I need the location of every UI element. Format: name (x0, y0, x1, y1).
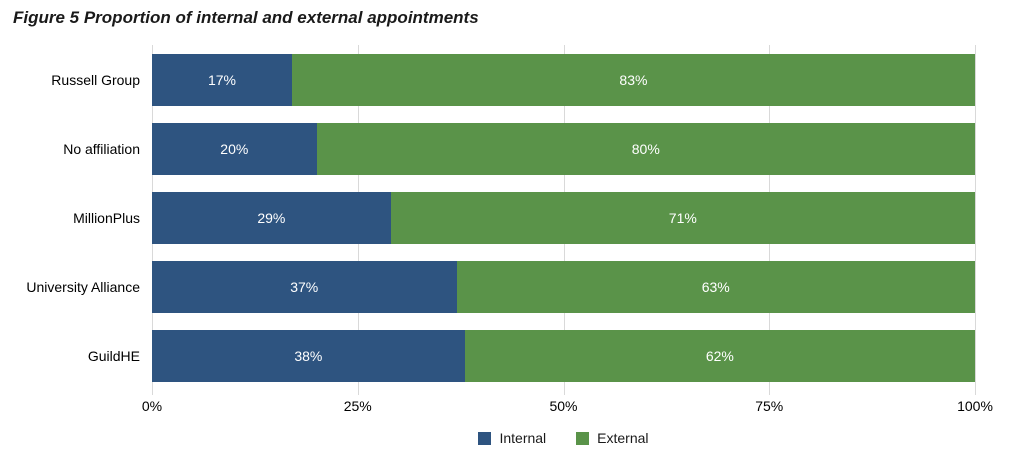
bar-segment-internal: 20% (152, 122, 317, 175)
chart-row: MillionPlus 29% 71% (0, 183, 1023, 252)
bar-segment-internal: 17% (152, 53, 292, 106)
chart-rows: Russell Group 17% 83% No affiliation 20% 80% M… (0, 45, 1023, 390)
x-axis: 0% 25% 50% 75% 100% (142, 398, 993, 416)
gridline-100 (975, 45, 976, 395)
stacked-bar: 38% 62% (152, 329, 975, 382)
bar-value-label: 29% (257, 209, 286, 226)
bar-value-label: 17% (207, 71, 236, 88)
category-label: No affiliation (63, 140, 140, 157)
stacked-bar: 17% 83% (152, 53, 975, 106)
bar-value-label: 38% (294, 347, 323, 364)
legend-item-external: External (576, 430, 649, 446)
figure-title: Figure 5 Proportion of internal and exte… (13, 8, 479, 27)
bar-segment-internal: 38% (152, 329, 465, 382)
x-tick-label: 100% (957, 398, 993, 414)
category-label: Russell Group (51, 71, 140, 88)
legend-swatch-icon (576, 431, 590, 445)
stacked-bar: 37% 63% (152, 260, 975, 313)
chart-row: GuildHE 38% 62% (0, 321, 1023, 390)
legend-label: Internal (499, 430, 547, 446)
legend-item-internal: Internal (478, 430, 546, 446)
bar-segment-internal: 37% (152, 260, 457, 313)
x-tick-label: 50% (549, 398, 578, 414)
bar-segment-internal: 29% (152, 191, 391, 244)
chart-row: Russell Group 17% 83% (0, 45, 1023, 114)
bar-value-label: 63% (701, 278, 730, 295)
x-tick-label: 25% (343, 398, 372, 414)
stacked-bar: 29% 71% (152, 191, 975, 244)
category-label: MillionPlus (73, 209, 140, 226)
stacked-bar: 20% 80% (152, 122, 975, 175)
bar-value-label: 83% (619, 71, 648, 88)
bar-value-label: 71% (668, 209, 697, 226)
bar-value-label: 37% (290, 278, 319, 295)
bar-segment-external: 71% (390, 191, 975, 244)
x-tick-label: 0% (141, 398, 163, 414)
bar-value-label: 20% (220, 140, 249, 157)
category-label: University Alliance (26, 278, 140, 295)
category-label: GuildHE (87, 347, 140, 364)
legend-swatch-icon (478, 431, 492, 445)
x-tick-label: 75% (755, 398, 784, 414)
chart-row: University Alliance 37% 63% (0, 252, 1023, 321)
bar-segment-external: 83% (291, 53, 975, 106)
chart-row: No affiliation 20% 80% (0, 114, 1023, 183)
bar-segment-external: 80% (316, 122, 975, 175)
bar-segment-external: 63% (456, 260, 975, 313)
legend-label: External (597, 430, 649, 446)
bar-value-label: 62% (705, 347, 734, 364)
chart-legend: Internal External (152, 430, 975, 446)
bar-segment-external: 62% (464, 329, 975, 382)
bar-value-label: 80% (631, 140, 660, 157)
